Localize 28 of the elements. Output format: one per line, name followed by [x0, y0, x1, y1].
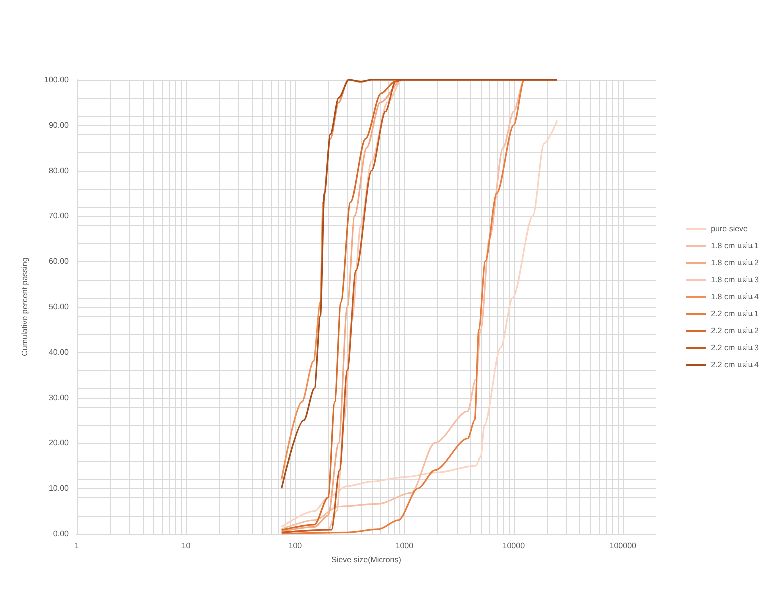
legend-label: 1.8 cm แผ่น 3 [711, 276, 760, 284]
y-tick-label: 30.00 [48, 393, 70, 402]
y-tick-label: 100.00 [44, 76, 70, 84]
legend-label: 2.2 cm แผ่น 2 [711, 326, 760, 336]
legend-label: 2.2 cm แผ่น 3 [711, 344, 760, 352]
y-tick-label: 50.00 [48, 302, 70, 312]
x-tick-label: 1 [74, 542, 80, 550]
legend-label: 2.2 cm แผ่น 1 [711, 310, 760, 318]
x-tick-label: 10 [182, 542, 192, 550]
legend-label: pure sieve [711, 224, 749, 234]
x-tick-label: 100 [288, 542, 303, 550]
y-tick-label: 80.00 [48, 166, 70, 176]
x-tick-label: 1000 [396, 542, 414, 550]
legend-label: 1.8 cm แผ่น 1 [711, 242, 760, 250]
y-tick-label: 20.00 [48, 438, 70, 448]
legend-label: 1.8 cm แผ่น 2 [711, 258, 760, 268]
y-tick-label: 70.00 [48, 212, 70, 221]
y-tick-label: 90.00 [48, 120, 70, 130]
y-tick-label: 60.00 [48, 257, 70, 266]
y-tick-label: 40.00 [48, 348, 70, 357]
x-axis-title: Sieve size(Microns) [332, 556, 402, 564]
x-tick-label: 10000 [502, 542, 526, 550]
legend-label: 1.8 cm แผ่น 4 [711, 292, 760, 302]
y-axis-title: Cumulative percent passing [20, 258, 30, 356]
y-tick-label: 10.00 [48, 484, 70, 494]
x-tick-label: 100000 [610, 542, 638, 550]
y-tick-label: 0.00 [53, 530, 70, 538]
legend-label: 2.2 cm แผ่น 4 [711, 360, 760, 370]
